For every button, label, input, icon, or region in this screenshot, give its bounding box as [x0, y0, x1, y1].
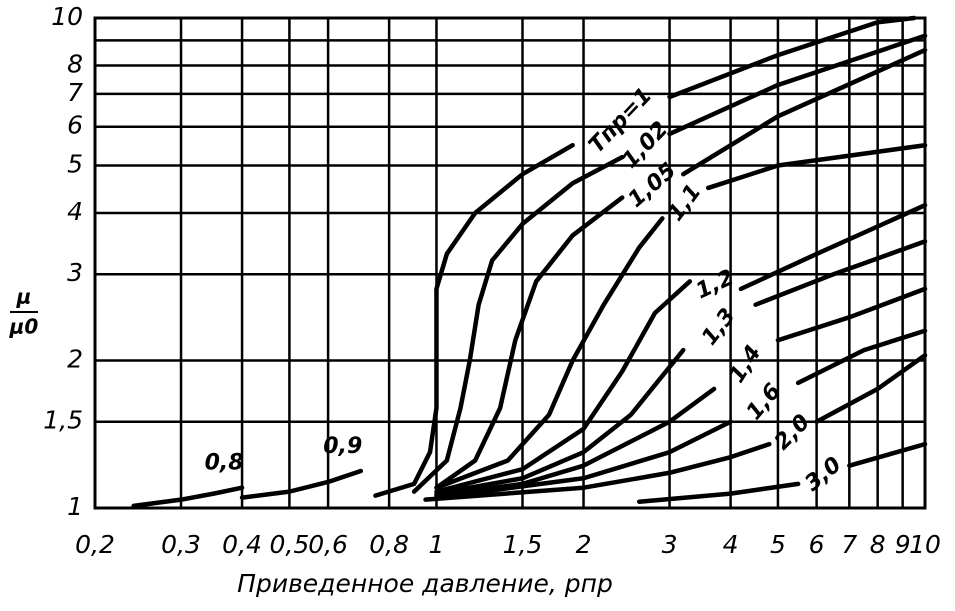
- curve: [636, 441, 928, 504]
- curve: [131, 485, 245, 509]
- x-tick-label: 5: [770, 530, 786, 559]
- x-tick-label: 8: [870, 530, 886, 559]
- curve: [434, 202, 928, 494]
- y-axis-label-bottom: μ0: [9, 315, 39, 339]
- curve: [411, 33, 928, 494]
- y-tick-label: 1: [67, 492, 83, 521]
- x-tick-label: 0,2: [75, 530, 115, 559]
- curve-label: 0,9: [323, 434, 362, 459]
- x-tick-label: 0,3: [161, 530, 201, 559]
- y-tick-label: 1,5: [43, 406, 83, 435]
- x-tick-label: 0,4: [222, 530, 262, 559]
- y-tick-label: 6: [67, 111, 83, 140]
- x-tick-label: 10: [909, 530, 941, 559]
- y-tick-label: 10: [51, 2, 83, 31]
- y-tick-label: 5: [67, 150, 83, 179]
- curve: [434, 239, 928, 496]
- curve-label: 0,8: [205, 451, 244, 476]
- x-tick-label: 2: [576, 530, 592, 559]
- x-tick-label: 1,5: [503, 530, 543, 559]
- y-axis-label-top: μ: [16, 285, 32, 309]
- y-tick-label: 8: [67, 49, 83, 78]
- x-axis-label: Приведенное давление, pпр: [237, 569, 613, 598]
- x-tick-label: 0,6: [308, 530, 348, 559]
- curve: [373, 15, 917, 498]
- curve-label: 1,6: [742, 379, 786, 425]
- x-tick-label: 1: [429, 530, 445, 559]
- x-tick-label: 0,8: [369, 530, 409, 559]
- curve-label: 1,3: [697, 304, 741, 350]
- y-tick-label: 7: [67, 78, 83, 107]
- curve: [423, 352, 928, 502]
- y-tick-label: 2: [67, 344, 83, 373]
- curve: [434, 286, 928, 498]
- plot-frame: [93, 16, 927, 510]
- y-tick-label: 4: [67, 197, 83, 226]
- curve: [434, 142, 928, 490]
- x-tick-label: 3: [662, 530, 678, 559]
- x-tick-label: 0,5: [270, 530, 310, 559]
- x-tick-label: 7: [841, 530, 857, 559]
- x-tick-label: 6: [809, 530, 825, 559]
- curve: [434, 328, 928, 500]
- x-tick-label: 9: [895, 530, 911, 559]
- x-tick-label: 4: [723, 530, 739, 559]
- y-tick-label: 3: [67, 258, 83, 287]
- curve: [434, 47, 928, 490]
- curve: [239, 468, 364, 500]
- curve-label: 3,0: [800, 452, 846, 496]
